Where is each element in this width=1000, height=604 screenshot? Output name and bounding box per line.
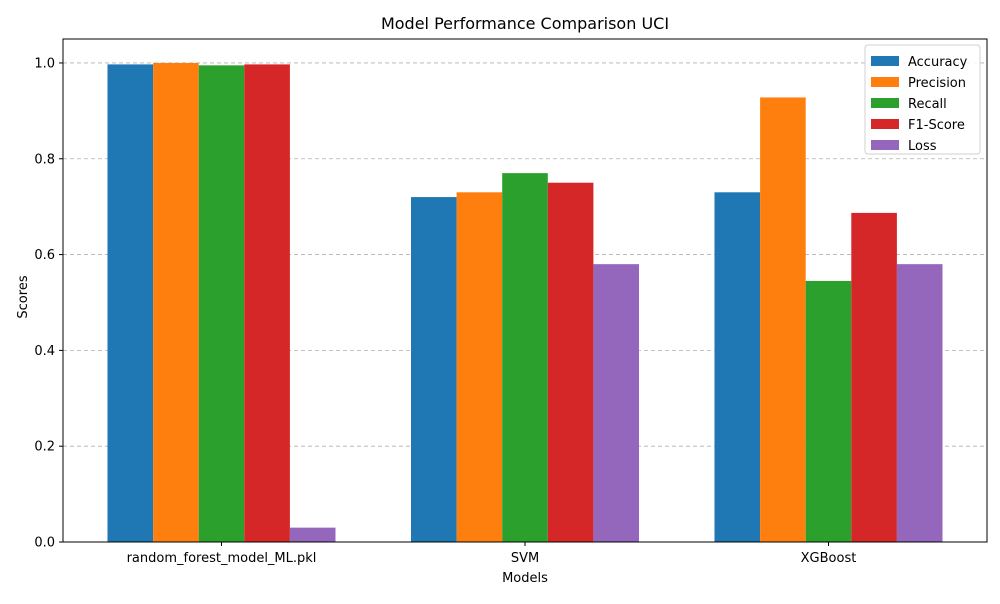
bar-recall <box>502 173 548 542</box>
bar-f1-score <box>547 182 594 542</box>
y-tick-label: 0.0 <box>34 536 55 551</box>
bar-accuracy <box>411 197 457 543</box>
legend-swatch <box>871 119 899 129</box>
y-tick-label: 0.4 <box>34 344 55 359</box>
bar-recall <box>198 65 245 542</box>
bars <box>107 62 943 543</box>
legend-swatch <box>871 56 899 66</box>
x-axis-label: Models <box>502 571 548 586</box>
legend-swatch <box>871 98 899 108</box>
x-tick-label: XGBoost <box>801 551 857 566</box>
legend-swatch <box>871 77 899 87</box>
y-axis-label: Scores <box>16 275 31 318</box>
y-tick-label: 0.2 <box>34 440 55 455</box>
bar-precision <box>760 97 806 542</box>
bar-f1-score <box>244 64 290 542</box>
bar-loss <box>593 264 639 542</box>
x-tick-label: random_forest_model_ML.pkl <box>127 551 317 566</box>
bar-loss <box>289 527 336 542</box>
bar-f1-score <box>851 212 897 542</box>
y-tick-label: 0.8 <box>34 152 55 167</box>
chart-title: Model Performance Comparison UCI <box>381 14 669 33</box>
y-axis-ticks: 0.0 0.2 0.4 0.6 0.8 1.0 <box>34 56 63 551</box>
legend-entry-label: Loss <box>908 139 937 154</box>
legend-entry-label: F1-Score <box>908 118 965 133</box>
x-axis-ticks: random_forest_model_ML.pkl SVM XGBoost <box>127 542 857 566</box>
y-tick-label: 0.6 <box>34 248 55 263</box>
legend: Accuracy Precision Recall F1-Score Loss <box>864 44 981 155</box>
bar-precision <box>456 192 503 543</box>
bar-recall <box>805 280 852 542</box>
bar-precision <box>153 62 199 542</box>
bar-loss <box>896 264 943 542</box>
bar-accuracy <box>714 192 761 543</box>
x-tick-label: SVM <box>511 551 539 566</box>
y-tick-label: 1.0 <box>34 56 55 71</box>
legend-entry-label: Recall <box>908 97 947 112</box>
legend-entry-label: Precision <box>908 76 966 91</box>
bar-accuracy <box>107 64 154 542</box>
legend-swatch <box>871 140 899 150</box>
legend-entry-label: Accuracy <box>908 55 968 70</box>
